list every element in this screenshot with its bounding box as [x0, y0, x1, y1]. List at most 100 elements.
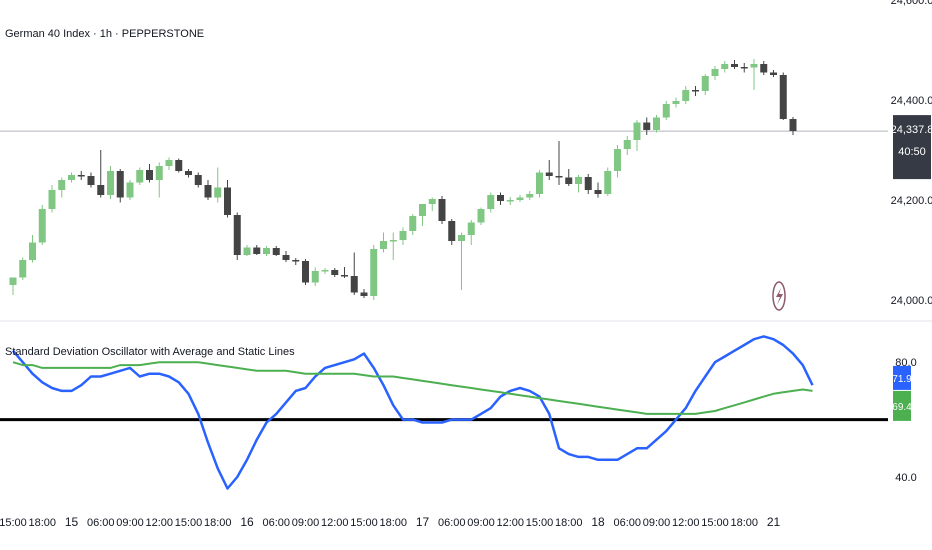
candle-body	[311, 271, 319, 283]
candle	[536, 170, 543, 198]
candle-body	[448, 221, 456, 241]
candle	[711, 66, 719, 80]
candle-body	[136, 170, 144, 183]
candle	[672, 97, 680, 108]
candle	[253, 245, 261, 255]
candle	[19, 257, 27, 280]
candle	[380, 232, 387, 253]
candle-body	[428, 199, 436, 204]
candle-body	[662, 104, 670, 118]
candle-body	[224, 187, 231, 215]
candle	[438, 196, 446, 224]
candle	[243, 245, 251, 256]
flash-icon-bolt	[776, 288, 783, 305]
time-axis-label: 06:00	[87, 517, 115, 529]
average-line	[12, 361, 813, 415]
candle	[545, 160, 553, 180]
candle	[116, 169, 124, 203]
candle-body	[399, 231, 407, 240]
candle-body	[146, 170, 153, 180]
candle	[282, 251, 290, 262]
candle	[614, 145, 621, 178]
price-badge	[893, 115, 931, 180]
candle-body	[370, 249, 378, 296]
oscillator-line	[12, 335, 814, 490]
candle-body	[126, 182, 134, 198]
candle	[292, 258, 300, 265]
candle-body	[19, 260, 27, 278]
time-axis-label: 12:00	[321, 517, 349, 529]
candle	[370, 245, 378, 300]
candle-body	[575, 177, 582, 184]
candle	[575, 175, 582, 193]
candle-body	[155, 166, 163, 180]
candle-body	[341, 275, 348, 277]
candle	[233, 212, 241, 260]
candle	[77, 171, 85, 180]
candle-body	[516, 197, 524, 200]
candle	[506, 197, 514, 205]
candle-body	[419, 204, 426, 216]
candle-body	[555, 176, 563, 178]
candle-body	[292, 260, 300, 262]
candle-body	[116, 171, 124, 198]
candle-body	[438, 199, 446, 221]
candle	[721, 61, 729, 73]
candle	[448, 219, 456, 245]
average-badge	[893, 390, 911, 421]
candle	[146, 164, 153, 183]
time-axis-label: 15:00	[526, 517, 554, 529]
candle-body	[721, 64, 729, 69]
candle-body	[584, 177, 592, 190]
oscillator-badge-value: 71.9	[892, 374, 912, 385]
price-tick-label: 24,400.0	[891, 95, 932, 107]
candle	[458, 232, 465, 290]
candle	[321, 268, 329, 274]
candle-body	[321, 270, 329, 272]
candle	[516, 195, 524, 202]
candle	[399, 227, 407, 245]
candle-body	[604, 171, 612, 194]
candle-body	[185, 171, 192, 175]
candle	[604, 167, 612, 196]
candle-body	[233, 215, 241, 255]
candle-body	[175, 160, 183, 171]
candle-body	[380, 241, 387, 249]
candle	[389, 232, 397, 260]
candle	[750, 59, 758, 90]
indicator-title: Standard Deviation Oscillator with Avera…	[5, 346, 295, 358]
candle-body	[506, 200, 514, 202]
candle-body	[458, 235, 465, 241]
time-axis-label: 18:00	[379, 517, 407, 529]
candle-body	[526, 194, 534, 198]
candle	[731, 60, 738, 69]
flash-icon-ring	[772, 281, 786, 311]
candle	[9, 277, 17, 295]
candle-body	[643, 122, 651, 130]
candle	[692, 86, 699, 96]
time-axis-label: 15	[65, 515, 79, 529]
candle-body	[389, 240, 397, 242]
candle	[331, 268, 339, 277]
candle	[779, 72, 787, 120]
candle-body	[731, 64, 738, 67]
candle	[204, 180, 212, 200]
candle-body	[623, 140, 631, 149]
candle-body	[692, 90, 699, 92]
candle	[126, 180, 134, 200]
candle	[555, 141, 563, 185]
candle	[87, 172, 95, 188]
price-tick-label: 24,000.0	[891, 295, 932, 307]
candle-body	[194, 175, 202, 185]
candle	[594, 182, 602, 198]
candle	[682, 86, 690, 104]
candle-body	[263, 248, 270, 254]
time-axis-label: 09:00	[467, 517, 495, 529]
candle	[770, 70, 777, 77]
candle	[653, 115, 660, 133]
candle-body	[204, 185, 212, 198]
candle-body	[58, 180, 66, 190]
average-badge-value: 69.4	[892, 402, 912, 413]
candle	[487, 192, 495, 213]
